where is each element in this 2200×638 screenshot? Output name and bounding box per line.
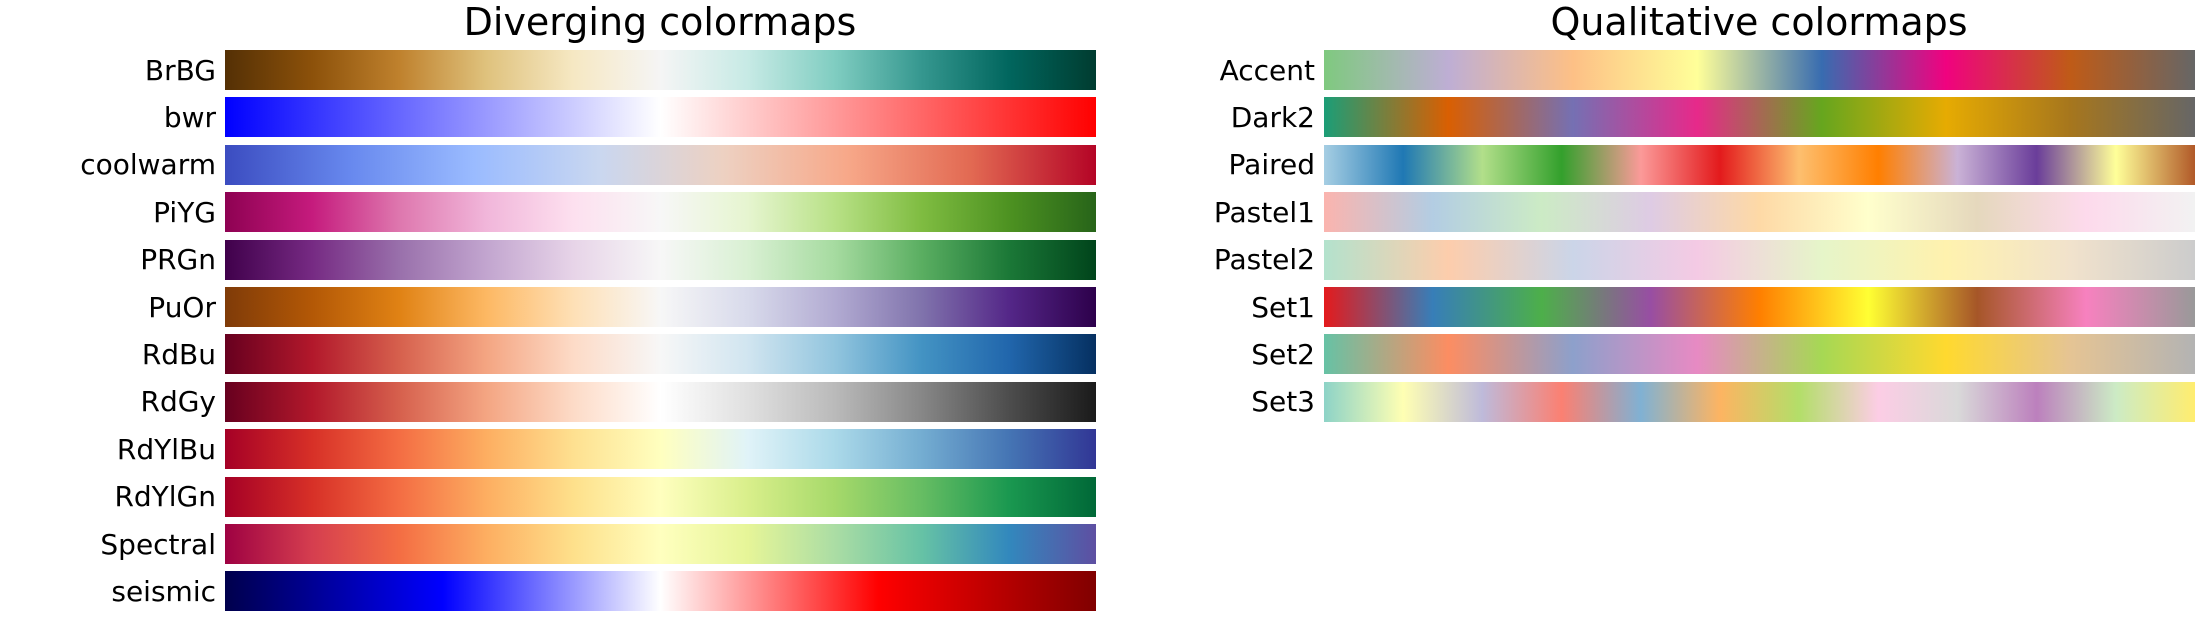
diverging-row-seismic: seismic (111, 571, 1096, 612)
colormap-label: RdBu (141, 337, 216, 371)
qualitative-row-set1: Set1 (1251, 287, 2195, 327)
colormap-bar (225, 571, 1096, 612)
colormap-bar (225, 381, 1096, 422)
diverging-row-coolwarm: coolwarm (80, 144, 1096, 185)
colormap-label: PRGn (140, 243, 216, 277)
colormap-label: seismic (111, 574, 216, 608)
diverging-title: Diverging colormaps (463, 0, 857, 44)
colormap-bar (1324, 192, 2195, 233)
colormap-bar (225, 192, 1096, 233)
colormap-bar (1324, 144, 2195, 185)
colormap-bar (225, 144, 1096, 185)
colormap-label: PiYG (153, 195, 216, 229)
diverging-row-rdbu: RdBu (142, 334, 1096, 375)
qualitative-row-paired: Paired (1229, 144, 2195, 185)
qualitative-row-set2: Set2 (1251, 334, 2195, 375)
colormap-label: BrBG (144, 53, 216, 87)
diverging-row-puor: PuOr (148, 287, 1096, 327)
colormap-label: Set1 (1251, 290, 1315, 324)
diverging-row-rdylbu: RdYlBu (117, 429, 1096, 470)
colormap-label: Pastel2 (1213, 243, 1315, 277)
colormap-bar (1324, 287, 2195, 327)
colormap-label: PuOr (148, 290, 216, 324)
colormap-bar (225, 429, 1096, 470)
diverging-row-piyg: PiYG (153, 192, 1096, 233)
qualitative-row-set3: Set3 (1251, 381, 2195, 422)
colormap-bar (225, 287, 1096, 327)
colormap-label: Dark2 (1230, 100, 1315, 134)
qualitative-title: Qualitative colormaps (1550, 0, 1968, 44)
colormap-bar (1324, 334, 2195, 375)
qualitative-row-pastel2: Pastel2 (1214, 239, 2195, 280)
colormap-label: RdYlBu (116, 432, 216, 466)
colormap-bar (225, 476, 1096, 517)
colormap-bar (225, 524, 1096, 564)
colormap-label: Accent (1219, 53, 1315, 87)
colormap-bar (225, 97, 1096, 138)
colormap-label: Spectral (100, 527, 216, 561)
qualitative-row-pastel1: Pastel1 (1214, 192, 2195, 233)
qualitative-row-dark2: Dark2 (1231, 97, 2195, 138)
colormap-label: Set2 (1251, 337, 1315, 371)
colormap-label: bwr (163, 100, 216, 134)
colormap-bar (225, 334, 1096, 375)
colormap-label: RdYlGn (114, 480, 216, 514)
colormap-bar (1324, 97, 2195, 138)
colormap-bar (1324, 50, 2195, 90)
diverging-row-rdgy: RdGy (141, 381, 1096, 422)
diverging-row-rdylgn: RdYlGn (114, 476, 1096, 517)
diverging-row-brbg: BrBG (145, 50, 1096, 90)
colormap-bar (1324, 381, 2195, 422)
diverging-row-bwr: bwr (164, 97, 1096, 138)
diverging-row-prgn: PRGn (140, 239, 1096, 280)
colormap-label: Paired (1228, 148, 1315, 182)
colormap-label: coolwarm (80, 148, 216, 182)
qualitative-row-accent: Accent (1220, 50, 2195, 90)
colormap-bar (225, 239, 1096, 280)
colormap-bar (225, 50, 1096, 90)
colormap-label: Pastel1 (1213, 195, 1315, 229)
colormap-label: RdGy (140, 385, 217, 419)
diverging-row-spectral: Spectral (100, 524, 1096, 564)
colormap-bar (1324, 239, 2195, 280)
colormap-label: Set3 (1251, 385, 1315, 419)
